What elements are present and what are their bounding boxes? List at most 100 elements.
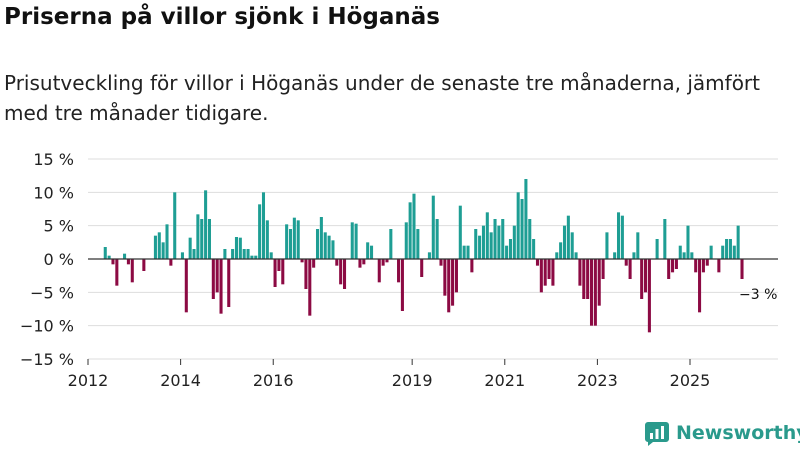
bar-negative: [535, 259, 540, 266]
bar-positive: [250, 255, 254, 259]
bar-positive: [663, 219, 667, 259]
bar-positive: [678, 245, 682, 259]
bar-negative: [273, 259, 277, 287]
bar-positive: [246, 249, 250, 259]
bar-positive: [242, 249, 246, 259]
bar-positive: [173, 192, 177, 259]
bar-positive: [721, 245, 725, 259]
bar-positive: [412, 193, 416, 259]
bar-negative: [597, 259, 601, 306]
bar-negative: [215, 259, 219, 293]
bar-negative: [362, 259, 366, 265]
bar-negative: [381, 259, 385, 266]
bar-positive: [481, 225, 485, 259]
bar-negative: [443, 259, 447, 296]
bar-negative: [397, 259, 401, 283]
bar-negative: [300, 259, 304, 263]
bar-negative: [647, 259, 651, 333]
bar-negative: [277, 259, 281, 271]
bar-positive: [632, 252, 636, 259]
y-tick-label: −10 %: [20, 317, 74, 336]
bar-positive: [207, 219, 211, 259]
bar-negative: [111, 259, 115, 265]
bar-negative: [130, 259, 134, 283]
bar-positive: [636, 232, 640, 259]
bar-negative: [211, 259, 215, 299]
bar-negative: [601, 259, 605, 279]
bar-positive: [408, 202, 412, 259]
bar-negative: [582, 259, 586, 299]
bar-positive: [520, 199, 524, 259]
x-tick-label: 2021: [484, 371, 525, 390]
bar-positive: [103, 247, 107, 259]
bar-positive: [107, 255, 111, 259]
bar-positive: [153, 235, 157, 259]
bar-negative: [624, 259, 628, 266]
bar-negative: [126, 259, 130, 265]
bar-positive: [528, 219, 532, 259]
bar-positive: [288, 229, 293, 259]
bar-positive: [327, 235, 331, 259]
bar-positive: [574, 252, 578, 259]
bar-negative: [628, 259, 632, 279]
x-tick-label: 2012: [68, 371, 109, 390]
bar-negative: [671, 259, 675, 273]
bar-positive: [223, 249, 227, 259]
bar-positive: [736, 225, 740, 259]
bar-negative: [640, 259, 644, 299]
bar-negative: [470, 259, 474, 273]
bar-positive: [616, 212, 621, 259]
bar-positive: [620, 215, 624, 259]
bar-negative: [439, 259, 443, 266]
y-tick-label: −15 %: [20, 350, 74, 369]
bar-negative: [304, 259, 308, 289]
bar-positive: [508, 239, 512, 259]
bar-positive: [462, 245, 466, 259]
bar-negative: [308, 259, 312, 316]
bar-positive: [555, 252, 559, 259]
bar-positive: [231, 249, 235, 259]
bar-positive: [435, 219, 439, 259]
last-value-label: −3 %: [739, 287, 777, 303]
bar-positive: [709, 245, 713, 259]
bar-positive: [265, 220, 269, 259]
bar-positive: [269, 252, 273, 259]
bar-negative: [705, 259, 709, 266]
y-tick-label: −5 %: [30, 283, 74, 302]
bar-positive: [728, 239, 732, 259]
bar-positive: [458, 205, 462, 259]
bar-negative: [674, 259, 678, 269]
bar-positive: [532, 239, 536, 259]
chart-subtitle: Prisutveckling för villor i Höganäs unde…: [4, 71, 760, 125]
bar-positive: [354, 223, 358, 259]
bar-positive: [238, 237, 242, 259]
bar-positive: [404, 222, 408, 259]
bar-positive: [474, 229, 478, 259]
bar-negative: [184, 259, 188, 313]
bar-negative: [551, 259, 555, 286]
bar-negative: [589, 259, 594, 326]
bar-positive: [524, 179, 528, 259]
bar-positive: [493, 219, 497, 259]
bar-positive: [431, 195, 435, 259]
bar-positive: [161, 242, 165, 259]
bar-positive: [516, 192, 520, 259]
x-tick-label: 2014: [160, 371, 201, 390]
bar-negative: [539, 259, 543, 293]
bar-negative: [377, 259, 381, 283]
bar-negative: [447, 259, 451, 313]
x-tick-label: 2016: [253, 371, 294, 390]
bar-positive: [258, 204, 262, 259]
bar-positive: [323, 232, 327, 259]
bar-positive: [350, 222, 354, 259]
bar-positive: [605, 232, 609, 259]
bar-positive: [319, 217, 323, 259]
bar-negative: [115, 259, 119, 286]
bar-positive: [123, 253, 127, 259]
bar-positive: [725, 239, 729, 259]
bar-positive: [285, 224, 289, 259]
bar-positive: [466, 245, 470, 259]
bar-positive: [559, 242, 563, 259]
bar-positive: [261, 192, 266, 259]
bar-positive: [370, 245, 374, 259]
